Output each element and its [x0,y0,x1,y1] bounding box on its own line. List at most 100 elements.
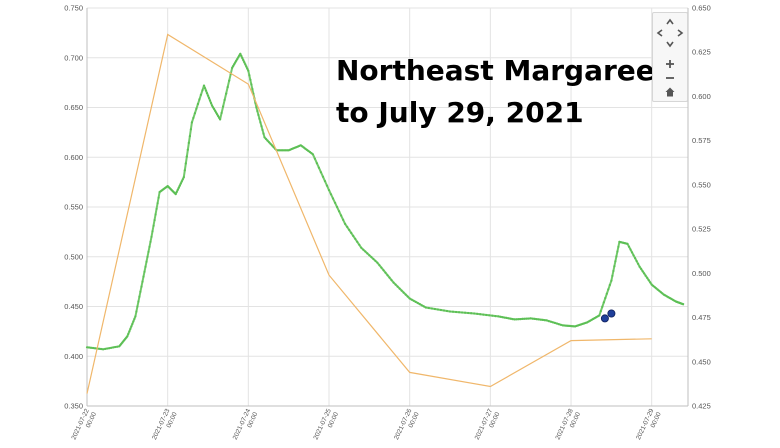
pan-up-icon[interactable] [664,16,676,28]
series-point-0 [551,321,555,324]
series-point-0 [223,98,226,102]
series-point-0 [319,171,322,174]
series-point-0 [416,301,419,305]
zoom-out-icon[interactable] [664,72,676,84]
series-point-0 [178,184,181,187]
series-point-0 [448,310,452,313]
series-point-0 [612,269,615,272]
series-point-0 [376,261,379,264]
series-point-0 [177,186,180,189]
series-point-0 [541,318,544,321]
series-point-0 [649,281,652,284]
series-point-0 [535,318,538,321]
highlight-point[interactable] [607,309,616,318]
series-point-0 [232,64,235,68]
series-point-0 [626,242,629,245]
series-point-0 [439,308,442,312]
series-point-0 [235,59,238,62]
series-point-0 [461,311,464,314]
series-point-0 [87,346,91,349]
series-point-0 [668,296,671,300]
series-point-0 [129,327,132,330]
series-point-0 [455,310,458,314]
series-point-0 [112,346,115,349]
y-right-tick-label: 0.475 [692,313,711,322]
series-point-0 [283,149,286,152]
series-point-0 [436,308,439,311]
highlight-point[interactable] [600,314,609,323]
series-point-0 [661,292,664,295]
series-point-0 [260,125,263,128]
series-point-0 [110,346,113,349]
series-point-0 [408,297,411,300]
series-point-0 [398,287,401,290]
series-point-0 [378,264,381,267]
series-point-0 [602,301,605,304]
pan-left-icon[interactable] [654,27,666,39]
series-point-0 [185,155,188,158]
series-point-0 [256,110,259,113]
series-point-0 [325,184,329,187]
series-point-0 [237,56,240,59]
series-point-0 [137,300,140,303]
series-point-0 [85,346,89,349]
series-point-0 [476,312,479,315]
series-point-0 [317,166,320,169]
series-point-0 [414,300,417,303]
series-point-0 [410,298,413,301]
series-line-1 [86,33,652,394]
series-point-0 [656,288,659,291]
series-point-0 [627,245,631,248]
series-point-0 [499,315,502,318]
series-point-0 [188,135,191,138]
series-point-0 [386,274,389,277]
series-point-0 [228,79,231,82]
series-point-0 [144,265,147,268]
series-point-0 [213,107,216,111]
series-point-0 [334,201,337,204]
series-point-0 [261,128,264,131]
series-point-0 [531,317,534,320]
series-point-0 [644,274,647,277]
series-point-0 [218,116,221,119]
series-point-0 [174,193,177,196]
series-point-0 [433,307,436,311]
series-point-0 [607,288,610,291]
series-point-0 [473,312,476,315]
series-point-0 [533,317,536,320]
series-point-0 [219,118,222,121]
pan-right-icon[interactable] [674,27,686,39]
series-point-0 [529,317,532,320]
series-point-0 [611,274,614,277]
series-point-0 [613,265,616,268]
series-point-0 [632,254,635,257]
series-point-0 [346,225,349,228]
series-point-0 [615,255,618,258]
series-point-0 [236,57,239,61]
series-point-0 [617,245,620,248]
series-point-0 [537,318,540,321]
series-point-0 [464,311,467,314]
series-point-0 [233,63,236,66]
series-point-0 [650,283,653,286]
series-point-0 [216,113,219,116]
home-icon[interactable] [664,86,676,98]
series-point-0 [255,106,258,109]
series-point-0 [225,92,228,95]
series-point-0 [196,102,199,106]
zoom-in-icon[interactable] [664,58,676,70]
series-point-0 [646,276,649,279]
chart-navigation-controls [652,12,688,102]
series-point-0 [250,83,253,86]
series-point-0 [652,284,655,287]
series-point-0 [211,106,215,109]
series-point-0 [146,255,149,258]
series-point-0 [479,313,482,316]
series-point-0 [610,279,613,282]
series-point-0 [179,182,182,185]
series-point-0 [264,137,268,141]
pan-down-icon[interactable] [664,38,676,50]
